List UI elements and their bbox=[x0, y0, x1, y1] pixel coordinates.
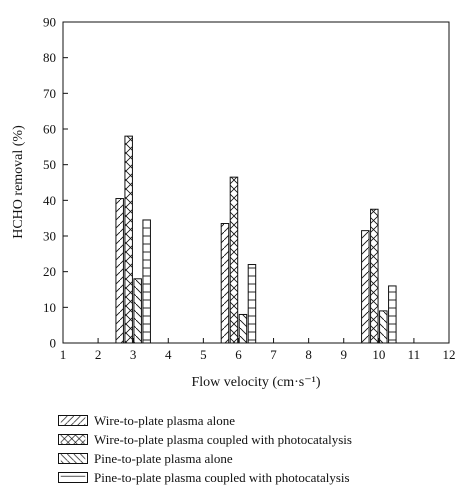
legend-label: Pine-to-plate plasma coupled with photoc… bbox=[94, 469, 350, 485]
legend-swatch bbox=[58, 415, 88, 426]
legend-label: Wire-to-plate plasma coupled with photoc… bbox=[94, 431, 352, 447]
x-tick-label: 10 bbox=[372, 347, 385, 362]
bar-back-diagonal-6 bbox=[238, 313, 248, 344]
legend-label: Pine-to-plate plasma alone bbox=[94, 450, 233, 466]
axis-ticks bbox=[62, 21, 450, 344]
legend-item: Pine-to-plate plasma coupled with photoc… bbox=[58, 468, 458, 487]
y-tick-label: 10 bbox=[43, 300, 56, 315]
x-tick-label: 12 bbox=[443, 347, 456, 362]
bar-forward-diagonal-3 bbox=[115, 198, 124, 344]
y-tick-label: 0 bbox=[50, 336, 57, 351]
x-tick-label: 9 bbox=[340, 347, 347, 362]
bar-forward-diagonal-10 bbox=[361, 230, 370, 344]
x-tick-label: 2 bbox=[95, 347, 102, 362]
y-tick-label: 30 bbox=[43, 229, 56, 244]
x-tick-labels: 1 2 3 4 5 6 7 8 9 10 11 12 bbox=[60, 347, 456, 362]
x-axis-label: Flow velocity (cm·s⁻¹) bbox=[191, 375, 320, 390]
bar-back-diagonal-3 bbox=[133, 278, 142, 344]
bar-cross-diagonal-10 bbox=[370, 208, 379, 344]
legend-item: Wire-to-plate plasma alone bbox=[58, 411, 458, 430]
bar-forward-diagonal-6 bbox=[220, 223, 230, 344]
y-axis-label: HCHO removal (%) bbox=[11, 125, 26, 239]
x-tick-label: 5 bbox=[200, 347, 207, 362]
x-tick-label: 4 bbox=[165, 347, 172, 362]
y-tick-label: 20 bbox=[43, 264, 56, 279]
x-tick-label: 11 bbox=[408, 347, 421, 362]
legend-swatch bbox=[58, 434, 88, 445]
y-tick-labels: 0 10 20 30 40 50 60 70 80 90 bbox=[43, 15, 56, 351]
x-tick-label: 7 bbox=[270, 347, 277, 362]
plot-area-frame bbox=[62, 21, 450, 344]
x-tick-label: 1 bbox=[60, 347, 67, 362]
legend-item: Wire-to-plate plasma coupled with photoc… bbox=[58, 430, 458, 449]
y-tick-label: 90 bbox=[43, 15, 56, 30]
bar-horizontal-3 bbox=[142, 219, 151, 344]
legend-label: Wire-to-plate plasma alone bbox=[94, 412, 235, 428]
x-tick-label: 6 bbox=[235, 347, 242, 362]
bar-horizontal-10 bbox=[388, 285, 397, 344]
y-tick-label: 40 bbox=[43, 193, 56, 208]
bar-horizontal-6 bbox=[247, 264, 257, 344]
x-tick-label: 3 bbox=[130, 347, 137, 362]
legend-swatch bbox=[58, 472, 88, 483]
y-tick-label: 60 bbox=[43, 122, 56, 137]
bar-back-diagonal-10 bbox=[379, 310, 388, 344]
bar-group bbox=[115, 135, 397, 344]
bar-cross-diagonal-3 bbox=[124, 135, 133, 344]
legend-item: Pine-to-plate plasma alone bbox=[58, 449, 458, 468]
bar-cross-diagonal-6 bbox=[229, 176, 239, 344]
y-tick-label: 80 bbox=[43, 50, 56, 65]
legend: Wire-to-plate plasma alone Wire-to-plate … bbox=[58, 411, 458, 487]
legend-swatch bbox=[58, 453, 88, 464]
y-tick-label: 50 bbox=[43, 157, 56, 172]
y-tick-label: 70 bbox=[43, 86, 56, 101]
x-tick-label: 8 bbox=[305, 347, 312, 362]
